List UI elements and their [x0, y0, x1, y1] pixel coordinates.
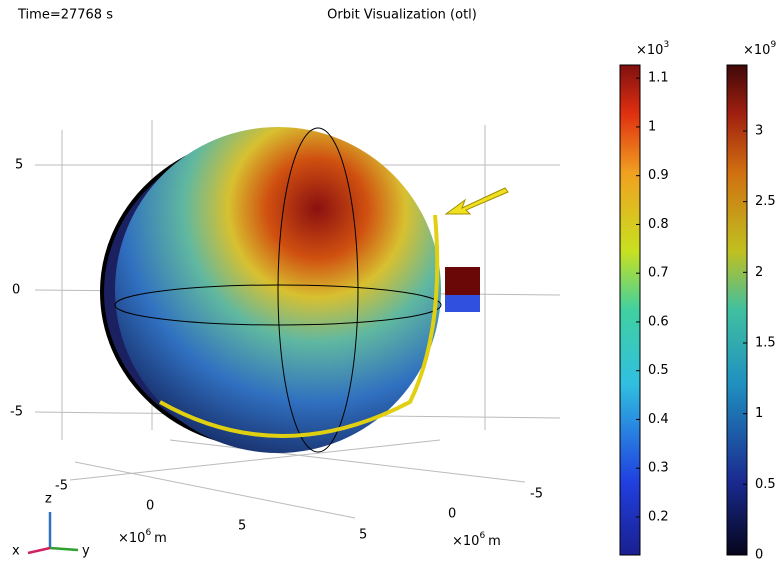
viewport: Time=27768 s Orbit Visualization (otl) 5…	[0, 0, 782, 563]
colorbar-tick-label: 3	[755, 124, 763, 139]
tick: -5	[10, 405, 23, 420]
colorbar	[620, 65, 640, 555]
sun-arrow	[446, 188, 508, 214]
time: Time=27768 s	[17, 8, 113, 23]
colorbar-tick-label: 0.2	[648, 509, 669, 524]
colorbar-multiplier: ×103	[636, 40, 669, 58]
tick: 0	[146, 499, 154, 514]
colorbar-tick-label: 0.5	[755, 477, 776, 492]
tick: -5	[55, 479, 68, 494]
colorbar-tick-label: 0.8	[648, 217, 669, 232]
colorbar-tick-label: 0.9	[648, 168, 669, 183]
tick: -5	[530, 487, 543, 502]
colorbar-multiplier: ×109	[743, 40, 776, 58]
colorbar-tick-label: 2	[755, 265, 763, 280]
multiplier-base: ×10	[636, 43, 663, 58]
colorbar-tick-label: 0.7	[648, 266, 669, 281]
triad-label: z	[45, 492, 52, 507]
satellite-panel	[445, 295, 480, 312]
colorbar-tick-label: 1	[648, 119, 656, 134]
triad	[28, 512, 78, 553]
colorbar-tick-label: 0.5	[648, 363, 669, 378]
colorbar-tick-label: 1	[755, 406, 763, 421]
triad-label: y	[82, 544, 90, 559]
tick: 5	[359, 528, 367, 543]
colorbar-tick-label: 1.5	[755, 336, 776, 351]
tick: 5	[15, 158, 23, 173]
triad-label: x	[12, 544, 20, 559]
colorbar	[727, 65, 747, 555]
colorbar-tick-label: 2.5	[755, 194, 776, 209]
tick: 0	[448, 507, 456, 522]
colorbar-tick-label: 0.4	[648, 412, 669, 427]
satellite	[445, 267, 480, 295]
title: Orbit Visualization (otl)	[327, 8, 477, 23]
tick: 0	[12, 283, 20, 298]
colorbar-tick-label: 1.1	[648, 71, 669, 86]
colorbar-tick-label: 0.6	[648, 314, 669, 329]
colorbar-tick-label: 0	[755, 548, 763, 563]
multiplier-exp: 3	[663, 40, 669, 50]
multiplier-exp: 9	[770, 40, 776, 50]
colorbar-tick-label: 0.3	[648, 461, 669, 476]
tick: 5	[238, 519, 246, 534]
multiplier-base: ×10	[743, 43, 770, 58]
